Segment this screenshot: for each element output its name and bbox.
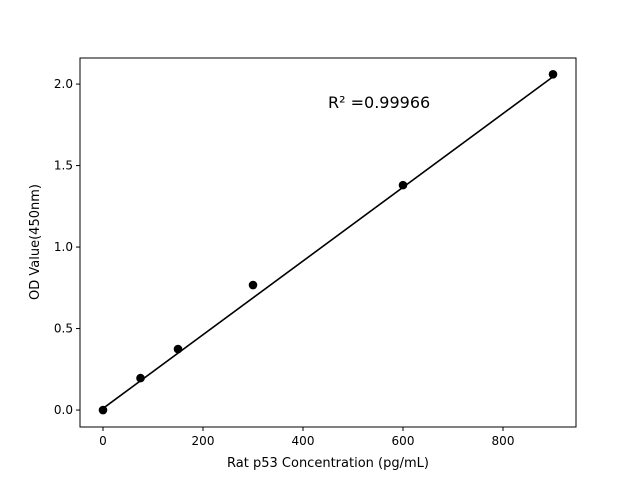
y-tick-label: 1.5 bbox=[54, 159, 73, 173]
data-point bbox=[548, 69, 558, 79]
y-tick-label: 0.5 bbox=[54, 322, 73, 336]
data-point bbox=[98, 405, 108, 415]
data-point bbox=[136, 373, 145, 383]
data-points bbox=[98, 69, 558, 415]
data-point bbox=[173, 344, 183, 354]
x-tick-label: 400 bbox=[292, 434, 315, 448]
x-axis-label: Rat p53 Concentration (pg/mL) bbox=[227, 456, 429, 471]
r-squared-annotation: R² =0.99966 bbox=[328, 93, 430, 112]
x-ticks: 0 200 400 600 800 bbox=[99, 427, 514, 448]
x-tick-label: 600 bbox=[392, 434, 415, 448]
y-tick-label: 0.0 bbox=[54, 403, 73, 417]
x-tick-label: 0 bbox=[99, 434, 107, 448]
y-ticks: 0.0 0.5 1.0 1.5 2.0 bbox=[54, 77, 80, 417]
x-tick-label: 200 bbox=[192, 434, 215, 448]
data-point bbox=[398, 180, 408, 190]
y-axis-label: OD Value(450nm) bbox=[28, 184, 43, 300]
y-tick-label: 2.0 bbox=[54, 77, 73, 91]
data-point bbox=[248, 280, 258, 290]
y-tick-label: 1.0 bbox=[54, 240, 73, 254]
x-tick-label: 800 bbox=[492, 434, 515, 448]
